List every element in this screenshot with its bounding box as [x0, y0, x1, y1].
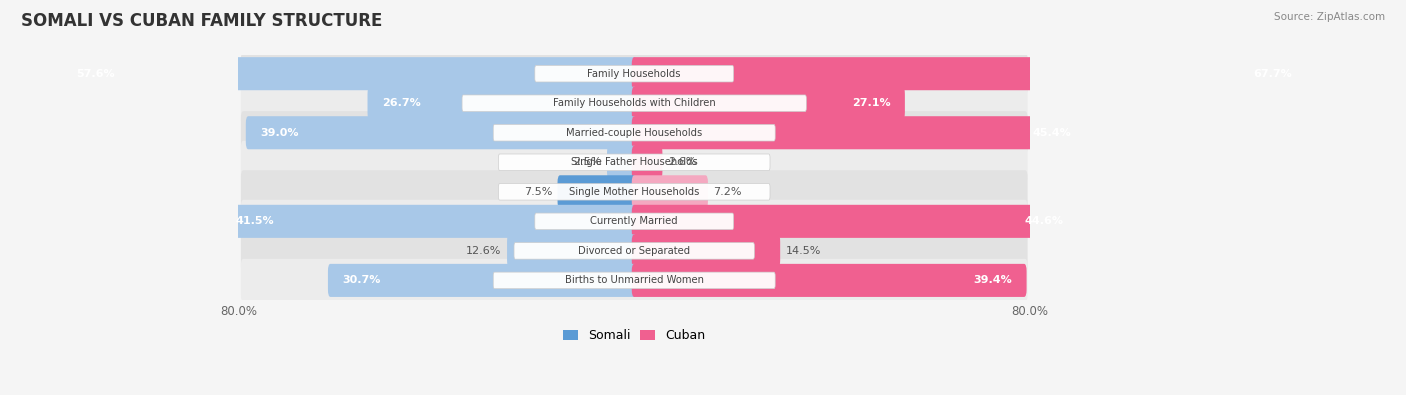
FancyBboxPatch shape — [631, 87, 905, 120]
FancyBboxPatch shape — [631, 146, 662, 179]
FancyBboxPatch shape — [240, 200, 1028, 243]
FancyBboxPatch shape — [367, 87, 637, 120]
Text: Married-couple Households: Married-couple Households — [567, 128, 703, 138]
Text: Single Father Households: Single Father Households — [571, 157, 697, 167]
Text: 2.6%: 2.6% — [668, 157, 696, 167]
FancyBboxPatch shape — [631, 57, 1306, 90]
Text: SOMALI VS CUBAN FAMILY STRUCTURE: SOMALI VS CUBAN FAMILY STRUCTURE — [21, 12, 382, 30]
FancyBboxPatch shape — [631, 205, 1078, 238]
Text: Family Households with Children: Family Households with Children — [553, 98, 716, 108]
FancyBboxPatch shape — [515, 243, 755, 259]
Text: 57.6%: 57.6% — [76, 69, 115, 79]
Text: 39.4%: 39.4% — [973, 275, 1012, 286]
FancyBboxPatch shape — [558, 175, 637, 208]
FancyBboxPatch shape — [508, 234, 637, 267]
Text: 2.5%: 2.5% — [574, 157, 602, 167]
FancyBboxPatch shape — [494, 272, 775, 289]
FancyBboxPatch shape — [240, 52, 1028, 95]
FancyBboxPatch shape — [534, 66, 734, 82]
Text: 7.5%: 7.5% — [523, 187, 553, 197]
Text: 67.7%: 67.7% — [1254, 69, 1292, 79]
FancyBboxPatch shape — [631, 234, 780, 267]
FancyBboxPatch shape — [463, 95, 807, 111]
FancyBboxPatch shape — [62, 57, 637, 90]
Text: 30.7%: 30.7% — [342, 275, 381, 286]
FancyBboxPatch shape — [499, 184, 770, 200]
Text: 39.0%: 39.0% — [260, 128, 298, 138]
FancyBboxPatch shape — [328, 264, 637, 297]
Text: 44.6%: 44.6% — [1025, 216, 1064, 226]
Text: 45.4%: 45.4% — [1033, 128, 1071, 138]
Text: 26.7%: 26.7% — [382, 98, 420, 108]
Text: Source: ZipAtlas.com: Source: ZipAtlas.com — [1274, 12, 1385, 22]
FancyBboxPatch shape — [246, 116, 637, 149]
FancyBboxPatch shape — [240, 82, 1028, 125]
Text: 7.2%: 7.2% — [713, 187, 742, 197]
FancyBboxPatch shape — [631, 264, 1026, 297]
FancyBboxPatch shape — [494, 124, 775, 141]
Text: Single Mother Households: Single Mother Households — [569, 187, 699, 197]
FancyBboxPatch shape — [499, 154, 770, 171]
Text: 14.5%: 14.5% — [786, 246, 821, 256]
Text: 27.1%: 27.1% — [852, 98, 890, 108]
FancyBboxPatch shape — [631, 175, 709, 208]
FancyBboxPatch shape — [631, 116, 1085, 149]
FancyBboxPatch shape — [240, 259, 1028, 302]
Text: Family Households: Family Households — [588, 69, 681, 79]
FancyBboxPatch shape — [607, 146, 637, 179]
Text: 12.6%: 12.6% — [467, 246, 502, 256]
FancyBboxPatch shape — [221, 205, 637, 238]
FancyBboxPatch shape — [240, 141, 1028, 184]
FancyBboxPatch shape — [240, 229, 1028, 273]
FancyBboxPatch shape — [240, 170, 1028, 213]
Legend: Somali, Cuban: Somali, Cuban — [558, 324, 710, 347]
Text: Births to Unmarried Women: Births to Unmarried Women — [565, 275, 704, 286]
Text: Currently Married: Currently Married — [591, 216, 678, 226]
Text: Divorced or Separated: Divorced or Separated — [578, 246, 690, 256]
FancyBboxPatch shape — [240, 111, 1028, 154]
Text: 41.5%: 41.5% — [235, 216, 274, 226]
FancyBboxPatch shape — [534, 213, 734, 229]
